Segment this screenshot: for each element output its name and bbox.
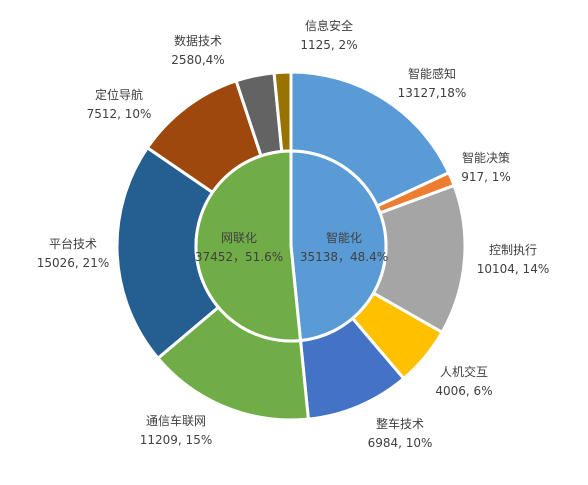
inner-slice-1 xyxy=(289,149,388,343)
outer-label-8: 定位导航 7512, 10% xyxy=(87,87,152,121)
outer-label-5: 整车技术 6984, 10% xyxy=(368,416,433,450)
outer-label-name-7: 平台技术 xyxy=(49,236,97,251)
inner-label-2: 网联化 37452，51.6% xyxy=(195,231,283,264)
inner-label-name-1: 智能化 xyxy=(326,230,362,245)
outer-label-name-10: 信息安全 xyxy=(305,18,353,33)
outer-labels: 智能感知 13127,18% 智能决策 917, 1% 控制执行 10104, 14% 人机… xyxy=(37,18,549,450)
outer-label-name-1: 智能感知 xyxy=(408,66,456,81)
outer-label-1: 智能感知 13127,18% xyxy=(398,66,467,100)
outer-label-6: 通信车联网 11209, 15% xyxy=(140,413,212,447)
inner-label-value-2: 37452，51.6% xyxy=(195,250,283,264)
outer-label-value-4: 4006, 6% xyxy=(435,384,492,398)
outer-label-value-9: 2580,4% xyxy=(171,53,224,67)
inner-label-name-2: 网联化 xyxy=(221,231,257,245)
outer-label-3: 控制执行 10104, 14% xyxy=(477,243,549,276)
outer-label-value-7: 15026, 21% xyxy=(37,256,109,270)
inner-label-value-1: 35138，48.4% xyxy=(300,250,388,264)
outer-label-value-6: 11209, 15% xyxy=(140,433,212,447)
inner-label-1: 智能化 35138，48.4% xyxy=(300,230,388,264)
outer-ring xyxy=(115,70,467,422)
inner-slice-2 xyxy=(194,149,303,343)
outer-label-value-3: 10104, 14% xyxy=(477,262,549,276)
outer-label-value-8: 7512, 10% xyxy=(87,107,152,121)
outer-label-value-2: 917, 1% xyxy=(461,170,511,184)
outer-label-name-4: 人机交互 xyxy=(440,364,488,379)
outer-label-2: 智能决策 917, 1% xyxy=(461,150,511,184)
outer-label-name-5: 整车技术 xyxy=(376,416,424,431)
outer-label-name-6: 通信车联网 xyxy=(146,413,206,428)
outer-label-10: 信息安全 1125, 2% xyxy=(300,18,357,52)
outer-label-name-9: 数据技术 xyxy=(174,33,222,48)
outer-label-4: 人机交互 4006, 6% xyxy=(435,364,492,398)
outer-label-name-3: 控制执行 xyxy=(489,243,537,257)
inner-ring xyxy=(194,149,388,343)
outer-label-value-5: 6984, 10% xyxy=(368,436,433,450)
inner-labels: 智能化 35138，48.4% 网联化 37452，51.6% xyxy=(195,230,388,264)
outer-label-9: 数据技术 2580,4% xyxy=(171,33,224,67)
outer-label-name-8: 定位导航 xyxy=(95,87,143,102)
outer-label-7: 平台技术 15026, 21% xyxy=(37,236,109,270)
outer-label-value-1: 13127,18% xyxy=(398,86,467,100)
outer-label-value-10: 1125, 2% xyxy=(300,38,357,52)
outer-label-name-2: 智能决策 xyxy=(462,150,510,165)
